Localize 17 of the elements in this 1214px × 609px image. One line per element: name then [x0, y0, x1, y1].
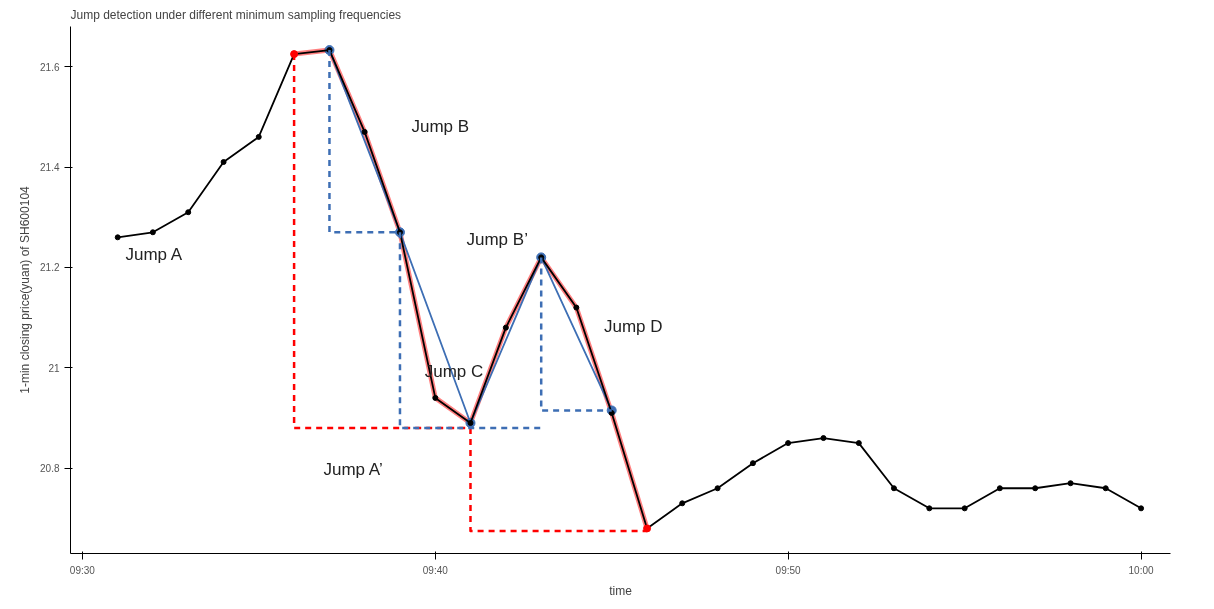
annotation: Jump A: [125, 245, 183, 265]
x-axis-title: time: [609, 583, 633, 598]
x-tick-label: 09:50: [775, 564, 802, 576]
annotation: Jump B’: [466, 230, 528, 250]
annotation: Jump B: [411, 117, 470, 137]
chart-title: Jump detection under different minimum sampling frequencies: [70, 7, 402, 22]
annotation: Jump D: [604, 317, 663, 337]
y-tick-label: 21: [48, 362, 60, 374]
y-tick-label: 21.4: [40, 162, 60, 174]
y-axis-title: 1-min closing price(yuan) of SH600104: [18, 185, 33, 394]
y-tick-label: 20.8: [40, 463, 60, 475]
annotation: Jump A’: [323, 459, 383, 479]
x-tick-label: 10:00: [1128, 564, 1155, 576]
x-tick-label: 09:30: [69, 564, 96, 576]
y-tick-label: 21.6: [40, 61, 60, 73]
y-tick-label: 21.2: [40, 262, 60, 274]
x-tick-label: 09:40: [422, 564, 449, 576]
